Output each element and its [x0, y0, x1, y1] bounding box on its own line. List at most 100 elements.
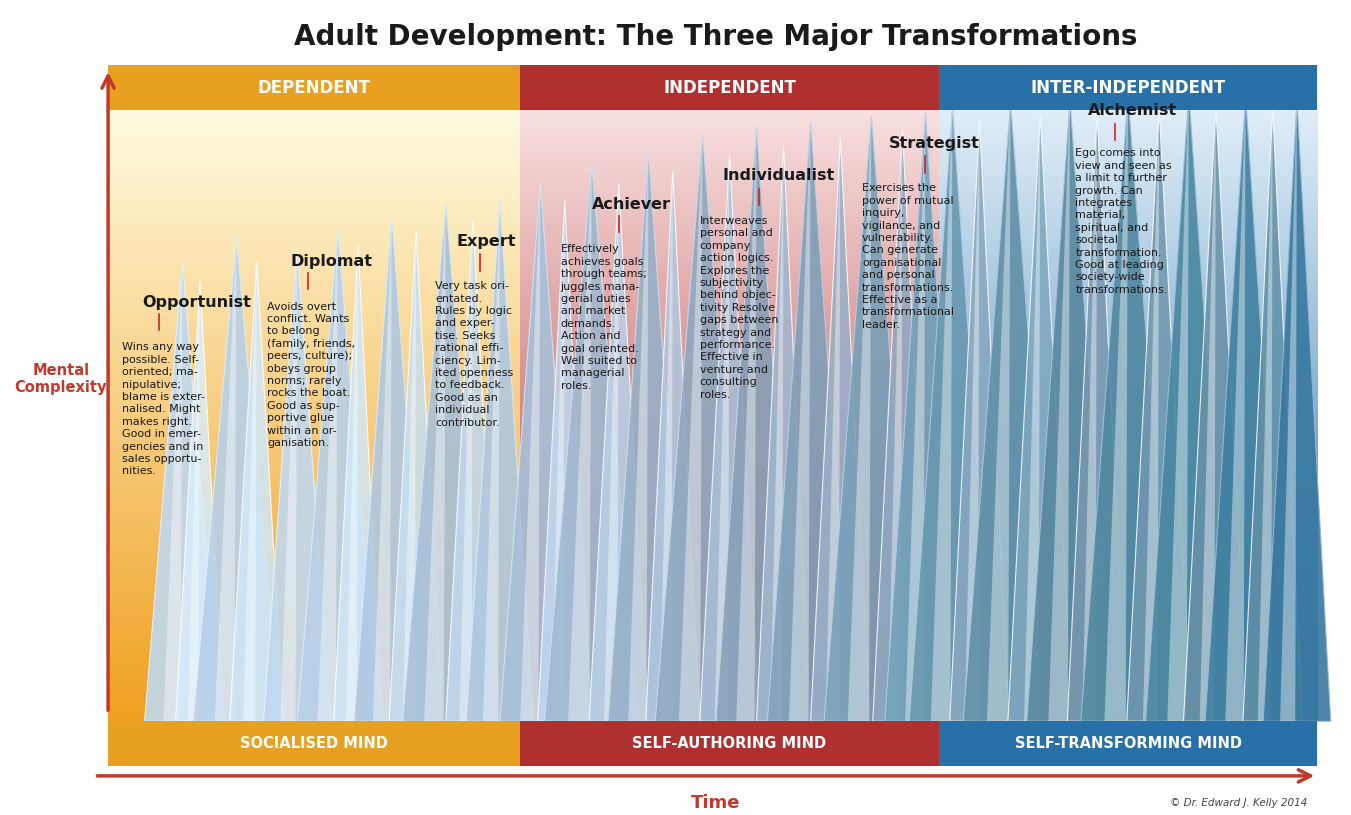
Polygon shape	[403, 204, 489, 721]
Text: © Dr. Edward J. Kelly 2014: © Dr. Edward J. Kelly 2014	[1170, 798, 1308, 808]
Polygon shape	[1279, 101, 1297, 721]
Polygon shape	[604, 183, 619, 721]
Polygon shape	[466, 200, 534, 721]
Text: Diplomat: Diplomat	[290, 254, 373, 269]
Text: INDEPENDENT: INDEPENDENT	[663, 78, 796, 97]
Polygon shape	[825, 139, 840, 721]
Polygon shape	[1067, 112, 1127, 721]
Polygon shape	[888, 130, 902, 721]
Polygon shape	[1200, 108, 1216, 721]
Bar	[108, 65, 520, 110]
Polygon shape	[551, 200, 565, 721]
Polygon shape	[873, 130, 932, 721]
Polygon shape	[1183, 108, 1248, 721]
Polygon shape	[715, 155, 730, 721]
Polygon shape	[188, 281, 200, 721]
Polygon shape	[346, 244, 358, 721]
Polygon shape	[909, 108, 996, 721]
Polygon shape	[145, 261, 220, 721]
Polygon shape	[193, 236, 280, 721]
Polygon shape	[520, 183, 540, 721]
Polygon shape	[770, 147, 784, 721]
Polygon shape	[1008, 116, 1073, 721]
Polygon shape	[544, 163, 639, 721]
Polygon shape	[424, 204, 446, 721]
Polygon shape	[931, 108, 952, 721]
Text: Very task ori-
entated.
Rules by logic
and exper-
tise. Seeks
rational effi-
cie: Very task ori- entated. Rules by logic a…	[435, 281, 513, 428]
Polygon shape	[905, 112, 925, 721]
Polygon shape	[646, 171, 700, 721]
Polygon shape	[680, 134, 703, 721]
Text: Interweaves
personal and
company
action logics.
Explores the
subjectivity
behind: Interweaves personal and company action …	[700, 216, 778, 399]
Polygon shape	[589, 183, 648, 721]
Bar	[939, 721, 1317, 766]
Bar	[520, 721, 939, 766]
Polygon shape	[848, 116, 871, 721]
Polygon shape	[317, 228, 338, 721]
Polygon shape	[176, 281, 224, 721]
Polygon shape	[1258, 110, 1273, 721]
Text: SOCIALISED MIND: SOCIALISED MIND	[240, 736, 388, 751]
Text: Alchemist: Alchemist	[1088, 104, 1177, 118]
Polygon shape	[757, 147, 811, 721]
Polygon shape	[163, 261, 182, 721]
Polygon shape	[1082, 112, 1097, 721]
Polygon shape	[628, 151, 648, 721]
Polygon shape	[500, 183, 581, 721]
Polygon shape	[281, 249, 297, 721]
Text: Opportunist: Opportunist	[142, 295, 251, 310]
Polygon shape	[263, 249, 331, 721]
Polygon shape	[655, 134, 750, 721]
Text: Individualist: Individualist	[723, 169, 835, 183]
Polygon shape	[1205, 96, 1286, 721]
Bar	[520, 65, 939, 110]
Polygon shape	[373, 216, 392, 721]
Polygon shape	[1048, 99, 1070, 721]
Polygon shape	[1081, 96, 1175, 721]
Polygon shape	[354, 216, 430, 721]
Bar	[108, 721, 520, 766]
Polygon shape	[1167, 94, 1189, 721]
Polygon shape	[1243, 110, 1302, 721]
Text: Strategist: Strategist	[889, 136, 979, 151]
Text: Mental
Complexity: Mental Complexity	[15, 363, 107, 395]
Text: SELF-AUTHORING MIND: SELF-AUTHORING MIND	[632, 736, 827, 751]
Text: INTER-INDEPENDENT: INTER-INDEPENDENT	[1031, 78, 1225, 97]
Polygon shape	[1127, 109, 1192, 721]
Polygon shape	[716, 126, 797, 721]
Polygon shape	[230, 261, 284, 721]
Text: Expert: Expert	[457, 234, 516, 249]
Polygon shape	[736, 126, 757, 721]
Polygon shape	[767, 122, 854, 721]
Polygon shape	[243, 261, 257, 721]
Polygon shape	[824, 116, 919, 721]
Polygon shape	[1146, 94, 1232, 721]
Polygon shape	[963, 102, 1058, 721]
Polygon shape	[811, 139, 870, 721]
Polygon shape	[789, 122, 811, 721]
Polygon shape	[538, 200, 592, 721]
Polygon shape	[297, 228, 378, 721]
Polygon shape	[403, 232, 416, 721]
Polygon shape	[482, 200, 500, 721]
Text: SELF-TRANSFORMING MIND: SELF-TRANSFORMING MIND	[1015, 736, 1242, 751]
Polygon shape	[334, 244, 382, 721]
Polygon shape	[1143, 109, 1159, 721]
Polygon shape	[1225, 96, 1246, 721]
Polygon shape	[950, 121, 1009, 721]
Polygon shape	[1027, 99, 1113, 721]
Polygon shape	[608, 151, 689, 721]
Text: Avoids overt
conflict. Wants
to belong
(family, friends,
peers, culture);
obeys : Avoids overt conflict. Wants to belong (…	[267, 302, 355, 448]
Polygon shape	[446, 220, 500, 721]
Polygon shape	[1105, 96, 1128, 721]
Text: Effectively
achieves goals
through teams;
juggles mana-
gerial duties
and market: Effectively achieves goals through teams…	[561, 244, 647, 391]
Text: Time: Time	[692, 794, 740, 812]
Polygon shape	[986, 102, 1011, 721]
Text: Adult Development: The Three Major Transformations: Adult Development: The Three Major Trans…	[295, 23, 1138, 51]
Text: Wins any way
possible. Self-
oriented; ma-
nipulative;
blame is exter-
nalised. : Wins any way possible. Self- oriented; m…	[122, 342, 204, 476]
Polygon shape	[965, 121, 979, 721]
Polygon shape	[389, 232, 443, 721]
Polygon shape	[459, 220, 473, 721]
Polygon shape	[567, 163, 592, 721]
Polygon shape	[1263, 101, 1331, 721]
